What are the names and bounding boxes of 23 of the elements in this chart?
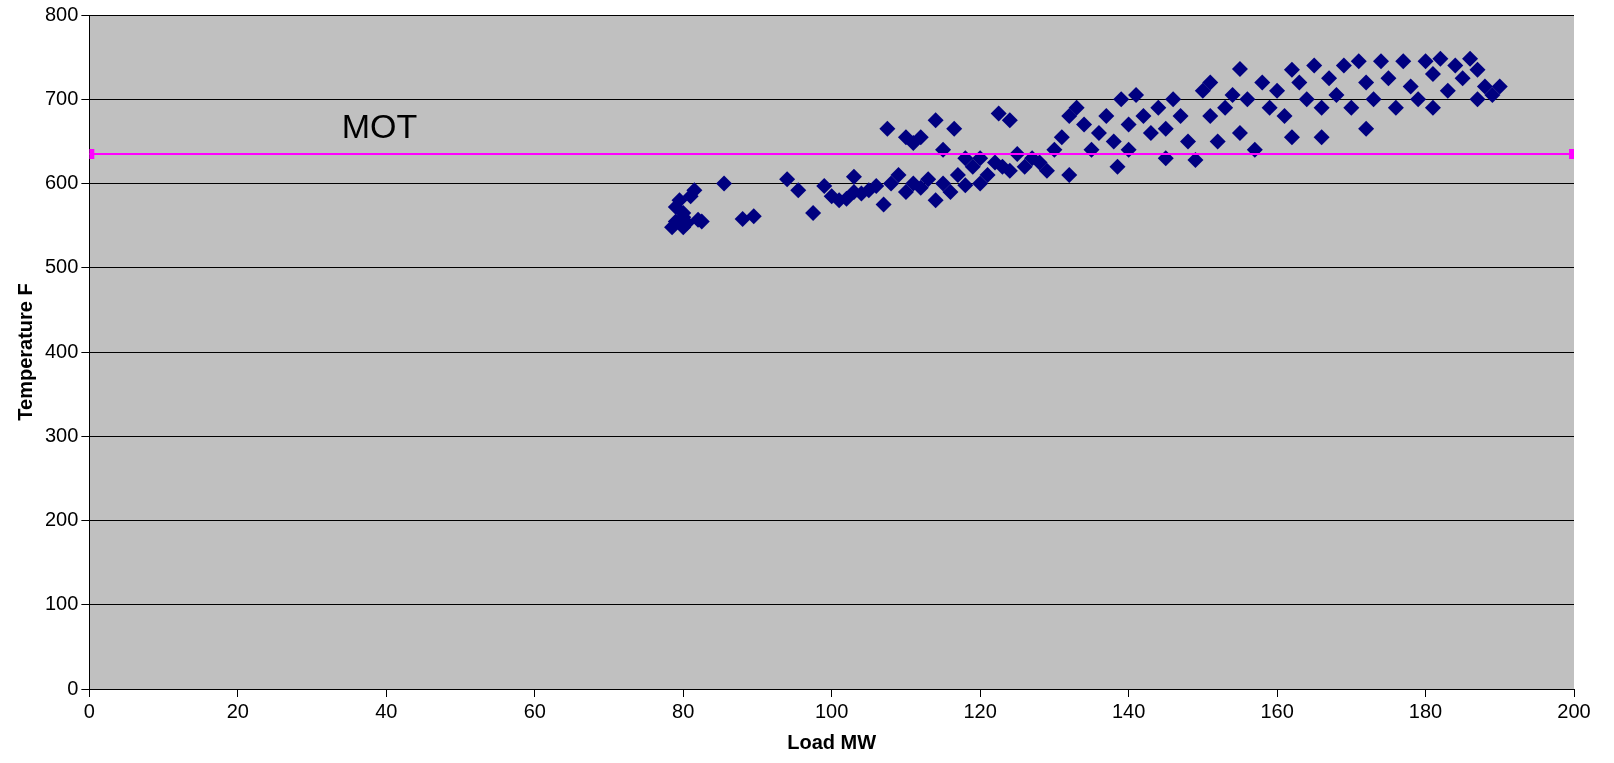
y-tick-label: 300 — [44, 423, 79, 446]
y-tick-label: 500 — [44, 255, 79, 278]
x-tick-label: 60 — [523, 699, 546, 722]
y-tick-label: 400 — [44, 339, 79, 362]
x-tick-label: 120 — [963, 699, 997, 722]
y-tick-label: 600 — [44, 171, 79, 194]
x-tick-label: 160 — [1260, 699, 1294, 722]
x-tick-label: 20 — [226, 699, 249, 722]
x-tick-label: 100 — [815, 699, 849, 722]
x-tick-label: 80 — [672, 699, 695, 722]
x-tick-label: 0 — [83, 699, 95, 722]
y-tick-label: 100 — [44, 592, 79, 615]
x-tick-label: 200 — [1557, 699, 1591, 722]
y-tick-label: 200 — [44, 508, 79, 531]
series-label: MOT — [341, 107, 418, 146]
y-tick-label: 0 — [67, 676, 79, 699]
y-axis-title: Temperature F — [13, 283, 36, 421]
x-tick-label: 40 — [375, 699, 398, 722]
x-axis-title: Load MW — [787, 730, 877, 753]
x-tick-label: 180 — [1408, 699, 1443, 722]
y-tick-label: 800 — [44, 2, 79, 25]
y-tick-label: 700 — [44, 86, 79, 109]
x-tick-label: 140 — [1111, 699, 1146, 722]
